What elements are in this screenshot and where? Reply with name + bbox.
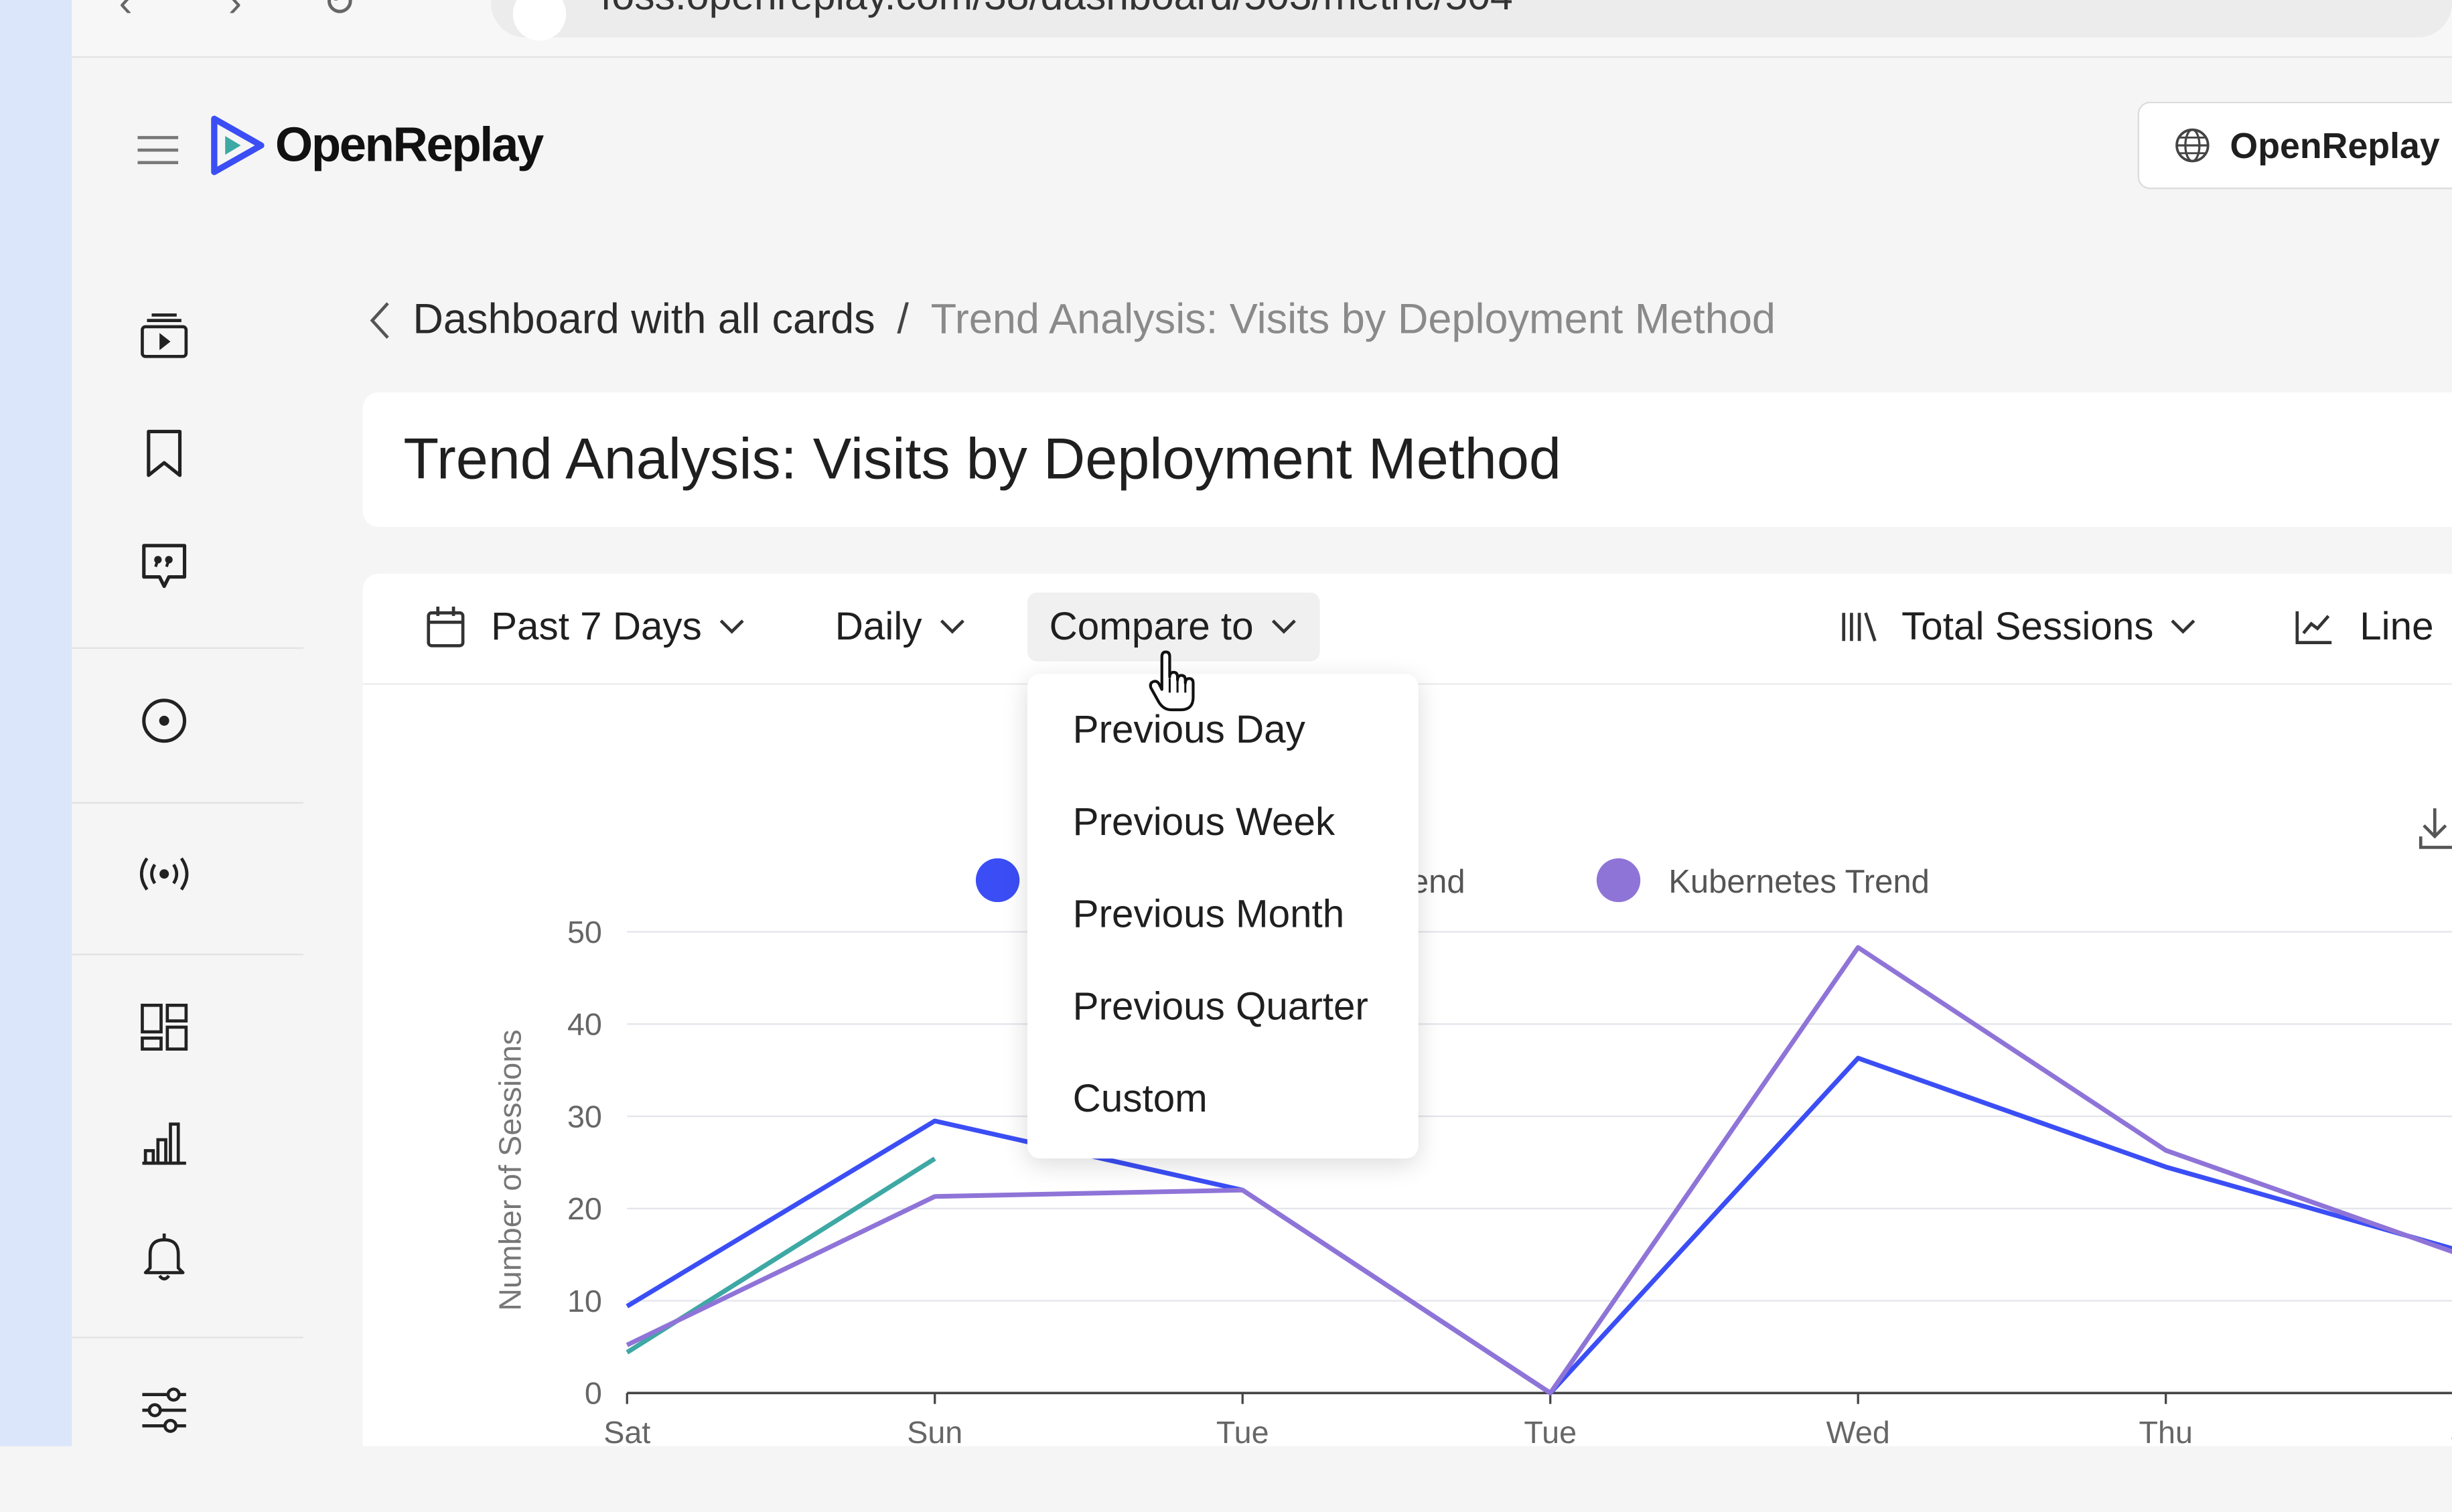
compare-option-previous-day[interactable]: Previous Day <box>1072 708 1305 753</box>
app-main: OpenReplay OpenReplay <box>72 58 2452 1450</box>
chevron-down-icon <box>939 619 964 634</box>
metric-label: Total Sessions <box>1901 604 2154 648</box>
date-range-dropdown[interactable]: Past 7 Days <box>425 593 745 662</box>
series-line <box>626 945 2452 1395</box>
y-tick-label: 40 <box>567 1007 602 1042</box>
x-tick-label: Wed <box>1826 1415 1890 1450</box>
x-tick-label: Sat <box>603 1415 650 1450</box>
breadcrumb: Dashboard with all cards / Trend Analysi… <box>369 295 1776 344</box>
y-tick-label: 20 <box>567 1191 602 1226</box>
sliders-icon <box>142 1387 186 1433</box>
brand-name: OpenReplay <box>275 117 544 172</box>
globe-icon <box>2175 128 2210 163</box>
sidebar-item-live[interactable] <box>137 847 190 900</box>
broadcast-icon <box>139 857 189 891</box>
sidebar-item-notes[interactable] <box>137 540 190 593</box>
chevron-down-icon <box>719 619 744 634</box>
play-icon <box>141 313 188 358</box>
granularity-label: Daily <box>835 604 922 648</box>
breadcrumb-current: Trend Analysis: Visits by Deployment Met… <box>930 295 1776 343</box>
reload-icon[interactable]: ↻ <box>321 0 356 25</box>
record-icon <box>142 698 187 743</box>
bar-chart-icon <box>142 1122 186 1165</box>
sidebar-divider <box>72 1337 303 1339</box>
x-tick-label: Tue <box>1216 1415 1269 1450</box>
legend-marker <box>975 858 1020 903</box>
y-axis-label: Number of Sessions <box>492 1029 527 1310</box>
logo[interactable]: OpenReplay <box>210 114 544 176</box>
compare-to-menu: Previous Day Previous Week Previous Mont… <box>1027 674 1419 1159</box>
card-title[interactable]: Trend Analysis: Visits by Deployment Met… <box>403 427 1561 492</box>
browser-toolbar: ‹ › ↻ foss.openreplay.com/38/dashboard/5… <box>72 0 2452 58</box>
sidebar-item-alerts[interactable] <box>137 1230 190 1283</box>
x-tick-label: Tue <box>1524 1415 1577 1450</box>
legend-marker <box>1596 858 1641 903</box>
chart-toolbar: Past 7 Days Daily Compare to <box>362 574 2452 685</box>
sidebar-item-recordings[interactable] <box>137 694 190 747</box>
view-type-dropdown[interactable]: Line <box>2294 593 2434 662</box>
dashboard-icon <box>141 1003 188 1051</box>
chevron-left-icon[interactable] <box>369 299 391 340</box>
sidebar-item-cards[interactable] <box>137 1116 190 1169</box>
view-type-label: Line <box>2360 604 2434 648</box>
date-range-label: Past 7 Days <box>491 604 702 648</box>
y-tick-label: 10 <box>567 1284 602 1318</box>
compare-option-previous-week[interactable]: Previous Week <box>1072 800 1336 844</box>
metric-dropdown[interactable]: Total Sessions <box>1839 593 2197 662</box>
quote-comment-icon <box>142 544 187 589</box>
desktop-strip <box>0 0 72 1446</box>
sidebar-item-bookmarks[interactable] <box>137 427 190 479</box>
chevron-down-icon <box>1271 619 1295 634</box>
compare-option-previous-month[interactable]: Previous Month <box>1072 893 1345 937</box>
sidebar-divider <box>72 802 303 804</box>
hamburger-icon[interactable] <box>137 131 179 169</box>
breadcrumb-separator: / <box>897 295 909 343</box>
card-title-panel: Trend Analysis: Visits by Deployment Met… <box>362 392 2452 527</box>
bookmark-icon <box>147 429 182 477</box>
x-tick-label: Sun <box>907 1415 962 1450</box>
legend-label: Kubernetes Trend <box>1668 864 1930 900</box>
granularity-dropdown[interactable]: Daily <box>835 593 966 662</box>
bell-icon <box>143 1233 185 1281</box>
y-tick-label: 30 <box>567 1099 602 1134</box>
sidebar-item-preferences[interactable] <box>137 1383 190 1436</box>
sidebar-divider <box>72 647 303 649</box>
calendar-icon <box>427 606 465 648</box>
project-label: OpenReplay <box>2230 124 2440 165</box>
compare-option-previous-quarter[interactable]: Previous Quarter <box>1072 984 1368 1029</box>
y-tick-label: 50 <box>567 915 602 950</box>
download-icon[interactable] <box>2418 805 2452 852</box>
line-chart: 0 10 20 30 40 50 Sat Sun Tue Tue Wed Thu Sat Number o… <box>492 858 2452 1450</box>
compare-to-dropdown[interactable]: Compare to <box>1027 592 1319 662</box>
sidebar-item-dashboards[interactable] <box>137 1000 190 1053</box>
address-bar[interactable]: foss.openreplay.com/38/dashboard/503/met… <box>491 0 2452 41</box>
openreplay-logo-icon <box>211 115 265 175</box>
library-icon <box>1842 612 1877 642</box>
sidebar-divider <box>72 954 303 956</box>
forward-nav-icon[interactable]: › <box>228 0 242 25</box>
x-tick-label: Sat <box>2450 1415 2452 1450</box>
hand-cursor-icon <box>1149 650 1195 712</box>
sidebar-item-sessions[interactable] <box>137 309 190 362</box>
x-tick-label: Thu <box>2139 1415 2192 1450</box>
back-nav-icon[interactable]: ‹ <box>119 0 133 25</box>
line-chart-icon <box>2295 611 2332 644</box>
compare-to-label: Compare to <box>1049 604 1254 648</box>
site-info-icon[interactable] <box>512 0 567 41</box>
chevron-down-icon <box>2171 619 2195 634</box>
project-selector[interactable]: OpenReplay <box>2137 101 2452 190</box>
url-text: foss.openreplay.com/38/dashboard/503/met… <box>601 0 1513 20</box>
compare-option-custom[interactable]: Custom <box>1072 1077 1208 1122</box>
breadcrumb-dashboard-link[interactable]: Dashboard with all cards <box>413 295 875 343</box>
y-tick-label: 0 <box>585 1376 602 1411</box>
series-line <box>626 1055 2452 1395</box>
